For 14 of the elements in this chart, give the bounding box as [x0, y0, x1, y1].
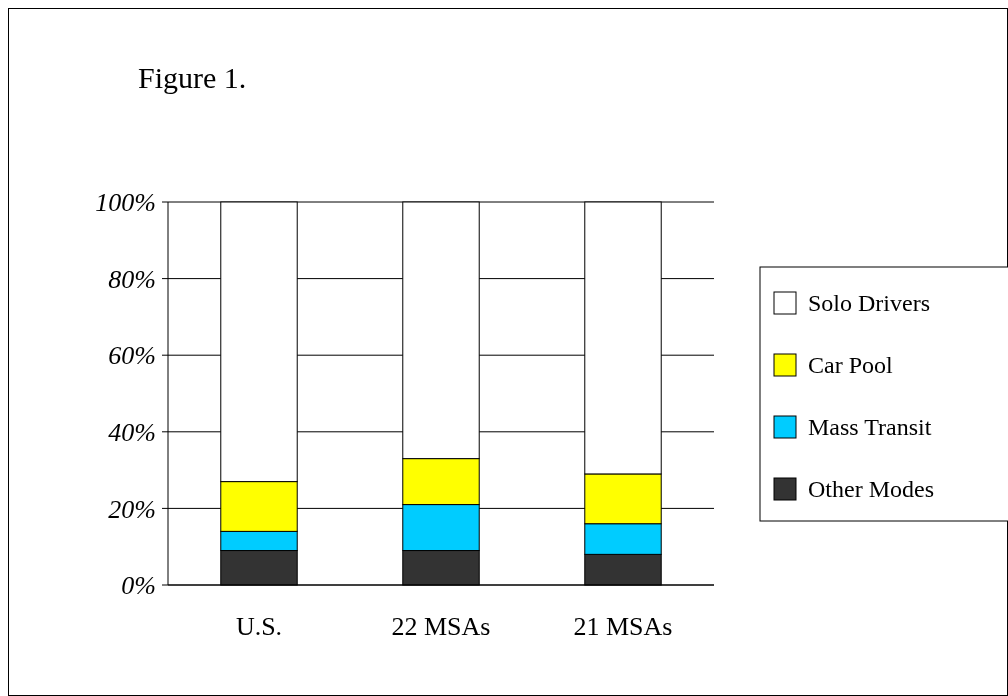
x-tick-label: 21 MSAs — [573, 612, 673, 641]
x-tick-label: 22 MSAs — [391, 612, 491, 641]
legend-label: Solo Drivers — [808, 290, 930, 317]
y-tick-label: 100% — [95, 188, 156, 218]
y-tick-label: 60% — [108, 341, 156, 371]
legend-label: Car Pool — [808, 352, 893, 379]
x-tick-label: U.S. — [235, 612, 283, 641]
y-tick-label: 20% — [108, 494, 156, 524]
y-tick-label: 40% — [108, 417, 156, 447]
legend-label: Mass Transit — [808, 414, 932, 441]
y-tick-label: 80% — [108, 264, 156, 294]
chart-title: Figure 1. — [138, 61, 247, 94]
y-tick-label: 0% — [121, 571, 156, 601]
legend-label: Other Modes — [808, 476, 934, 503]
